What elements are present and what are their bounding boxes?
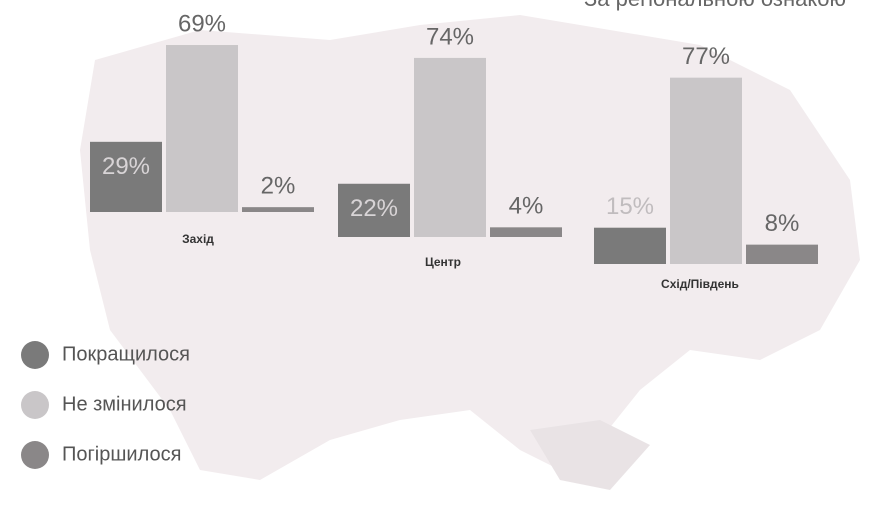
bar	[414, 57, 486, 237]
value-label: 2%	[261, 173, 296, 200]
legend-swatch	[21, 391, 49, 419]
category-label: Центр	[425, 255, 461, 269]
value-label: 69%	[178, 10, 226, 37]
legend-swatch	[21, 441, 49, 469]
bar	[746, 244, 818, 264]
bar	[242, 207, 314, 212]
bar	[670, 77, 742, 264]
category-label: Захід	[182, 232, 214, 246]
legend-label: Не змінилося	[62, 393, 187, 415]
value-label: 74%	[426, 23, 474, 50]
legend-label: Покращилося	[62, 343, 190, 365]
legend-swatch	[21, 341, 49, 369]
value-label: 22%	[350, 195, 398, 222]
bar	[338, 183, 410, 237]
bar	[594, 227, 666, 264]
value-label: 77%	[682, 43, 730, 70]
bar	[490, 227, 562, 237]
legend-label: Погіршилося	[62, 443, 181, 465]
category-label: Схід/Південь	[661, 277, 739, 291]
bar	[90, 141, 162, 212]
crimea	[530, 420, 650, 490]
value-label: 8%	[765, 210, 800, 237]
value-label: 4%	[509, 193, 544, 220]
chart-title: За регіональною ознакою	[584, 0, 846, 11]
value-label: 29%	[102, 153, 150, 180]
value-label: 15%	[606, 193, 654, 220]
bar	[166, 45, 238, 212]
map-background	[80, 15, 860, 480]
